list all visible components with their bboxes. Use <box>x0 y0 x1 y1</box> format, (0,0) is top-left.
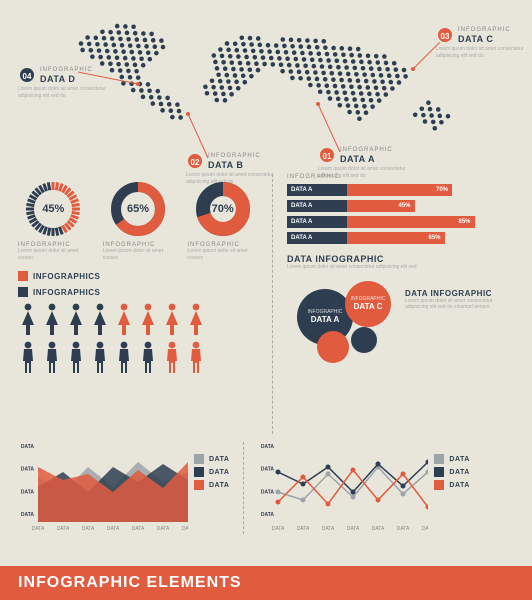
legend-item: DATA <box>434 480 469 490</box>
svg-text:DATA: DATA <box>422 526 428 532</box>
legend-item: INFOGRAPHICS <box>18 271 258 281</box>
line-chart: DATA DATA DATA DATA DATA DATA DATA DATA DATA DATA… <box>258 442 428 539</box>
legend-item: INFOGRAPHICS <box>18 287 258 297</box>
legend-item: DATA <box>194 454 229 464</box>
person-female-icon <box>186 303 206 335</box>
person-female-icon <box>42 303 62 335</box>
svg-text:DATA: DATA <box>347 526 360 532</box>
svg-text:DATA: DATA <box>57 526 70 532</box>
bubbles-side-title: DATA INFOGRAPHIC <box>405 289 514 298</box>
bubble-cluster: INFOGRAPHICDATA AINFOGRAPHICDATA C <box>287 279 397 359</box>
bubbles-title: DATA INFOGRAPHIC <box>287 254 514 264</box>
person-male-icon <box>186 341 206 373</box>
people-male-row <box>18 341 258 373</box>
person-female-icon <box>90 303 110 335</box>
person-male-icon <box>90 341 110 373</box>
vertical-divider <box>272 174 273 434</box>
svg-text:DATA: DATA <box>21 467 35 473</box>
legend-item: DATA <box>194 467 229 477</box>
svg-text:DATA: DATA <box>157 526 170 532</box>
legend-left: INFOGRAPHICS INFOGRAPHICS <box>18 271 258 297</box>
hbar-row: DATA A65% <box>287 232 514 244</box>
svg-text:DATA: DATA <box>322 526 335 532</box>
hbar-row: DATA A45% <box>287 200 514 212</box>
person-female-icon <box>162 303 182 335</box>
svg-text:DATA: DATA <box>21 512 35 518</box>
vertical-divider-2 <box>243 442 244 534</box>
footer-bar: INFOGRAPHIC ELEMENTS <box>0 566 532 600</box>
person-male-icon <box>42 341 62 373</box>
svg-text:DATA: DATA <box>32 526 45 532</box>
person-female-icon <box>18 303 38 335</box>
area-chart-legend: DATA DATA DATA <box>194 442 229 539</box>
svg-text:DATA: DATA <box>21 489 35 495</box>
svg-text:DATA: DATA <box>21 444 35 450</box>
hbar-row: DATA A70% <box>287 184 514 196</box>
person-male-icon <box>18 341 38 373</box>
line-chart-legend: DATA DATA DATA <box>434 442 469 539</box>
svg-text:DATA: DATA <box>397 526 410 532</box>
svg-text:DATA: DATA <box>261 444 275 450</box>
person-female-icon <box>66 303 86 335</box>
person-female-icon <box>138 303 158 335</box>
person-male-icon <box>66 341 86 373</box>
bubbles-side-lorem: Lorem ipsum dolor sit amet consectetur a… <box>405 298 514 311</box>
donut-0: 45%INFOGRAPHICLorem ipsum dolor sit amet… <box>18 180 89 261</box>
svg-text:DATA: DATA <box>261 467 275 473</box>
svg-text:DATA: DATA <box>297 526 310 532</box>
svg-text:DATA: DATA <box>272 526 285 532</box>
hbar-row: DATA A85% <box>287 216 514 228</box>
legend-item: DATA <box>434 454 469 464</box>
footer-text: INFOGRAPHIC ELEMENTS <box>18 574 242 592</box>
map-callout-03: 03INFOGRAPHICDATA CLorem ipsum dolor sit… <box>436 26 532 59</box>
horizontal-bars: DATA A70% DATA A45% DATA A85% DATA A65% <box>287 184 514 244</box>
svg-text:DATA: DATA <box>132 526 145 532</box>
world-map-section: 01INFOGRAPHICDATA ALorem ipsum dolor sit… <box>18 14 514 174</box>
person-male-icon <box>162 341 182 373</box>
svg-text:DATA: DATA <box>107 526 120 532</box>
svg-text:DATA: DATA <box>82 526 95 532</box>
donut-1: 65%INFOGRAPHICLorem ipsum dolor sit amet… <box>103 180 174 261</box>
area-chart: DATA DATA DATA DATA DATA DATA DATA DATA DATA DATA… <box>18 442 188 539</box>
legend-item: DATA <box>434 467 469 477</box>
person-male-icon <box>114 341 134 373</box>
svg-text:DATA: DATA <box>372 526 385 532</box>
donut-2: 70%INFOGRAPHICLorem ipsum dolor sit amet… <box>187 180 258 261</box>
bubble <box>317 331 349 363</box>
donut-row: 45%INFOGRAPHICLorem ipsum dolor sit amet… <box>18 180 258 261</box>
svg-text:DATA: DATA <box>261 489 275 495</box>
map-callout-01: 01INFOGRAPHICDATA ALorem ipsum dolor sit… <box>318 146 428 179</box>
bubble <box>351 327 377 353</box>
svg-text:DATA: DATA <box>261 512 275 518</box>
person-male-icon <box>138 341 158 373</box>
people-female-row <box>18 303 258 335</box>
person-female-icon <box>114 303 134 335</box>
bubble: INFOGRAPHICDATA C <box>345 281 391 327</box>
map-callout-04: 04INFOGRAPHICDATA DLorem ipsum dolor sit… <box>18 66 128 99</box>
svg-text:DATA: DATA <box>182 526 188 532</box>
legend-item: DATA <box>194 480 229 490</box>
